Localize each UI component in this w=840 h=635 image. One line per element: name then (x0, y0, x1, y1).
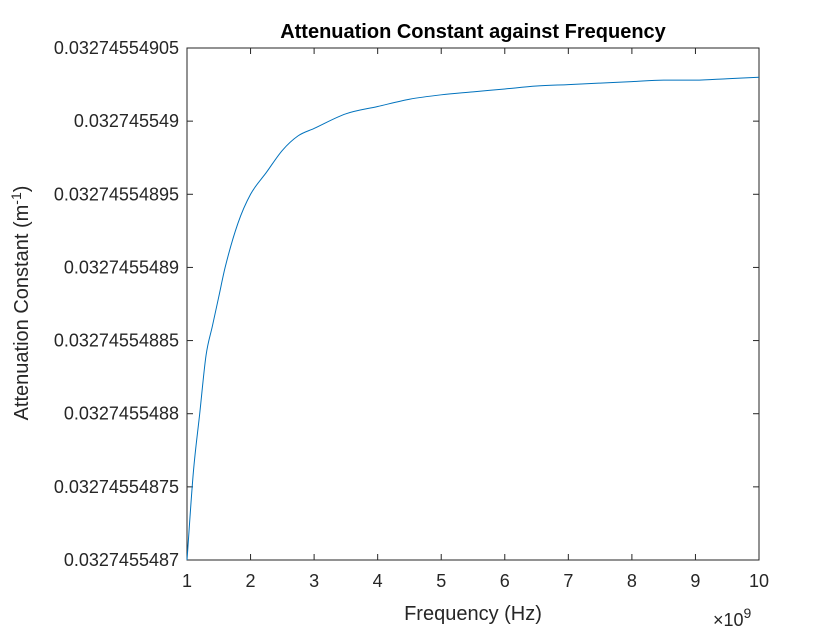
data-line-series (186, 76, 760, 561)
x-exponent-base: ×10 (713, 610, 744, 630)
y-tick-label: 0.0327455489 (64, 257, 179, 277)
x-tick-label: 9 (690, 571, 700, 591)
x-tick-label: 3 (309, 571, 319, 591)
y-tick-label: 0.0327455487 (64, 550, 179, 570)
y-tick-label: 0.032745549 (74, 111, 179, 131)
y-tick-label: 0.0327455488 (64, 404, 179, 424)
x-tick-label: 6 (500, 571, 510, 591)
y-tick-label: 0.03274554875 (54, 477, 179, 497)
x-tick-label: 1 (182, 571, 192, 591)
y-tick-label: 0.03274554905 (54, 38, 179, 58)
x-tick-label: 10 (749, 571, 769, 591)
chart-title: Attenuation Constant against Frequency (280, 21, 666, 43)
y-axis-label: Attenuation Constant (m-1) (8, 186, 33, 421)
x-tick-label: 4 (373, 571, 383, 591)
y-ticks: 0.0327455487 0.03274554875 0.0327455488 0.0… (54, 38, 759, 570)
x-tick-label: 8 (627, 571, 637, 591)
x-ticks: 1 2 3 4 5 6 7 8 9 10 (182, 48, 769, 591)
axes-box (186, 47, 760, 561)
x-axis-exponent: ×109 (713, 605, 752, 630)
x-exponent-power: 9 (744, 605, 752, 621)
y-tick-label: 0.03274554895 (54, 184, 179, 204)
x-tick-label: 2 (246, 571, 256, 591)
x-axis-label: Frequency (Hz) (404, 603, 542, 625)
y-tick-label: 0.03274554885 (54, 331, 179, 351)
x-tick-label: 7 (563, 571, 573, 591)
x-tick-label: 5 (436, 571, 446, 591)
plot-area (186, 47, 760, 561)
